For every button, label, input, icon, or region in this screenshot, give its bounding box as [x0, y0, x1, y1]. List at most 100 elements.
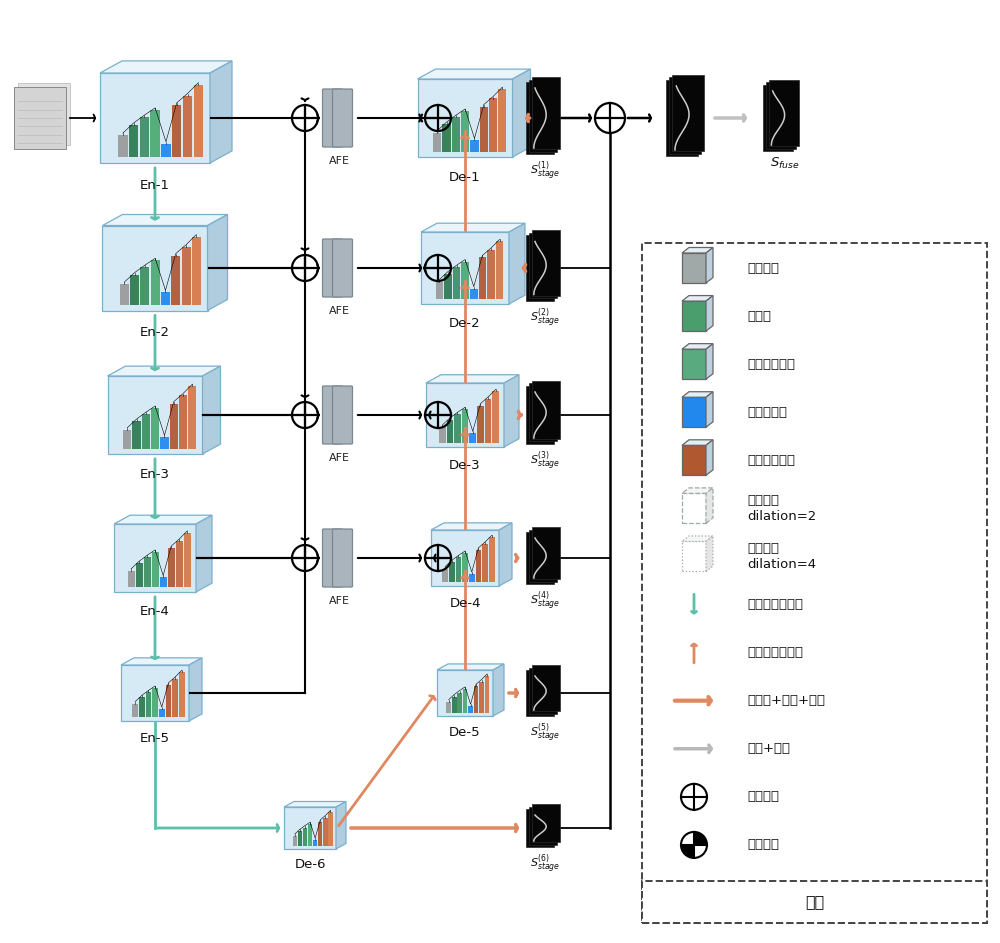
Bar — [433, 133, 441, 152]
Text: 空洞卷积
dilation=4: 空洞卷积 dilation=4 — [747, 542, 816, 571]
Bar — [172, 679, 178, 717]
Text: $S^{(1)}_{stage}$: $S^{(1)}_{stage}$ — [530, 160, 560, 183]
Text: AFE: AFE — [328, 596, 350, 606]
Bar — [303, 828, 307, 846]
Bar — [298, 832, 302, 846]
Bar — [766, 82, 796, 148]
Bar — [480, 107, 488, 152]
Bar — [496, 241, 503, 299]
Bar — [449, 562, 455, 582]
Bar — [308, 824, 312, 846]
Text: 瓶颈块: 瓶颈块 — [747, 309, 771, 323]
FancyBboxPatch shape — [642, 243, 987, 923]
Bar — [168, 548, 175, 587]
Bar — [672, 75, 704, 151]
Bar — [452, 697, 457, 713]
Text: 通道相加: 通道相加 — [747, 838, 779, 852]
Polygon shape — [431, 530, 499, 586]
Text: 图注: 图注 — [805, 895, 824, 909]
Bar — [129, 125, 138, 157]
Bar — [172, 105, 181, 157]
Text: $S^{(2)}_{stage}$: $S^{(2)}_{stage}$ — [530, 306, 560, 330]
Polygon shape — [706, 247, 713, 283]
Polygon shape — [208, 214, 228, 310]
Bar — [323, 818, 328, 846]
Bar — [682, 541, 706, 571]
Bar — [498, 90, 506, 152]
Text: $S_{fuse}$: $S_{fuse}$ — [770, 156, 800, 171]
Bar — [447, 420, 453, 442]
Bar — [123, 430, 131, 449]
Bar — [171, 256, 180, 305]
Bar — [152, 552, 159, 587]
Bar — [485, 399, 491, 442]
Bar — [293, 836, 297, 846]
Bar — [477, 405, 484, 442]
Bar — [642, 881, 987, 923]
Polygon shape — [706, 343, 713, 379]
Bar — [188, 386, 196, 449]
Bar — [526, 236, 554, 301]
FancyBboxPatch shape — [332, 386, 353, 444]
Bar — [682, 445, 706, 475]
Text: 通道注意力: 通道注意力 — [747, 405, 787, 419]
Polygon shape — [682, 295, 713, 301]
Bar — [526, 670, 554, 716]
Bar — [462, 553, 468, 582]
Polygon shape — [493, 664, 504, 716]
Bar — [194, 85, 203, 157]
Polygon shape — [706, 295, 713, 331]
Polygon shape — [114, 524, 196, 592]
Bar — [150, 110, 160, 157]
Text: De-1: De-1 — [449, 171, 481, 184]
Bar — [152, 688, 158, 717]
Bar — [461, 111, 469, 152]
Bar — [454, 414, 461, 442]
Polygon shape — [682, 439, 713, 445]
Polygon shape — [196, 515, 212, 592]
Polygon shape — [421, 223, 525, 232]
Polygon shape — [102, 214, 228, 225]
Text: $S^{(4)}_{stage}$: $S^{(4)}_{stage}$ — [530, 590, 560, 613]
Polygon shape — [499, 522, 512, 586]
Bar — [769, 80, 799, 146]
Polygon shape — [431, 522, 512, 530]
Bar — [151, 408, 159, 449]
Text: $S^{(3)}_{stage}$: $S^{(3)}_{stage}$ — [530, 450, 560, 473]
Text: 通道串联: 通道串联 — [747, 790, 779, 803]
Bar — [161, 143, 171, 157]
Polygon shape — [121, 665, 189, 721]
Text: 空洞卷积
dilation=2: 空洞卷积 dilation=2 — [747, 494, 816, 522]
Bar — [529, 79, 557, 152]
Polygon shape — [418, 69, 531, 79]
Bar — [132, 422, 141, 449]
Bar — [532, 804, 560, 842]
Polygon shape — [284, 802, 346, 807]
Bar — [532, 665, 560, 711]
Bar — [160, 577, 167, 587]
Bar — [529, 806, 557, 845]
Bar — [474, 687, 478, 713]
Bar — [479, 682, 484, 713]
Bar — [526, 532, 554, 584]
Bar — [487, 250, 495, 299]
Bar — [452, 117, 460, 152]
Bar — [176, 541, 183, 587]
Polygon shape — [108, 366, 221, 376]
Polygon shape — [504, 374, 519, 447]
Bar — [470, 289, 478, 299]
Bar — [456, 557, 461, 582]
Text: De-2: De-2 — [449, 317, 481, 330]
Bar — [526, 82, 554, 154]
Bar — [470, 141, 479, 152]
Bar — [682, 253, 706, 283]
Bar — [146, 692, 151, 717]
Polygon shape — [102, 225, 208, 310]
Bar — [170, 404, 178, 449]
Bar — [136, 563, 143, 587]
Bar — [457, 692, 462, 713]
Bar — [489, 98, 497, 152]
Bar — [161, 292, 170, 305]
Polygon shape — [108, 376, 203, 454]
Bar — [160, 438, 169, 449]
